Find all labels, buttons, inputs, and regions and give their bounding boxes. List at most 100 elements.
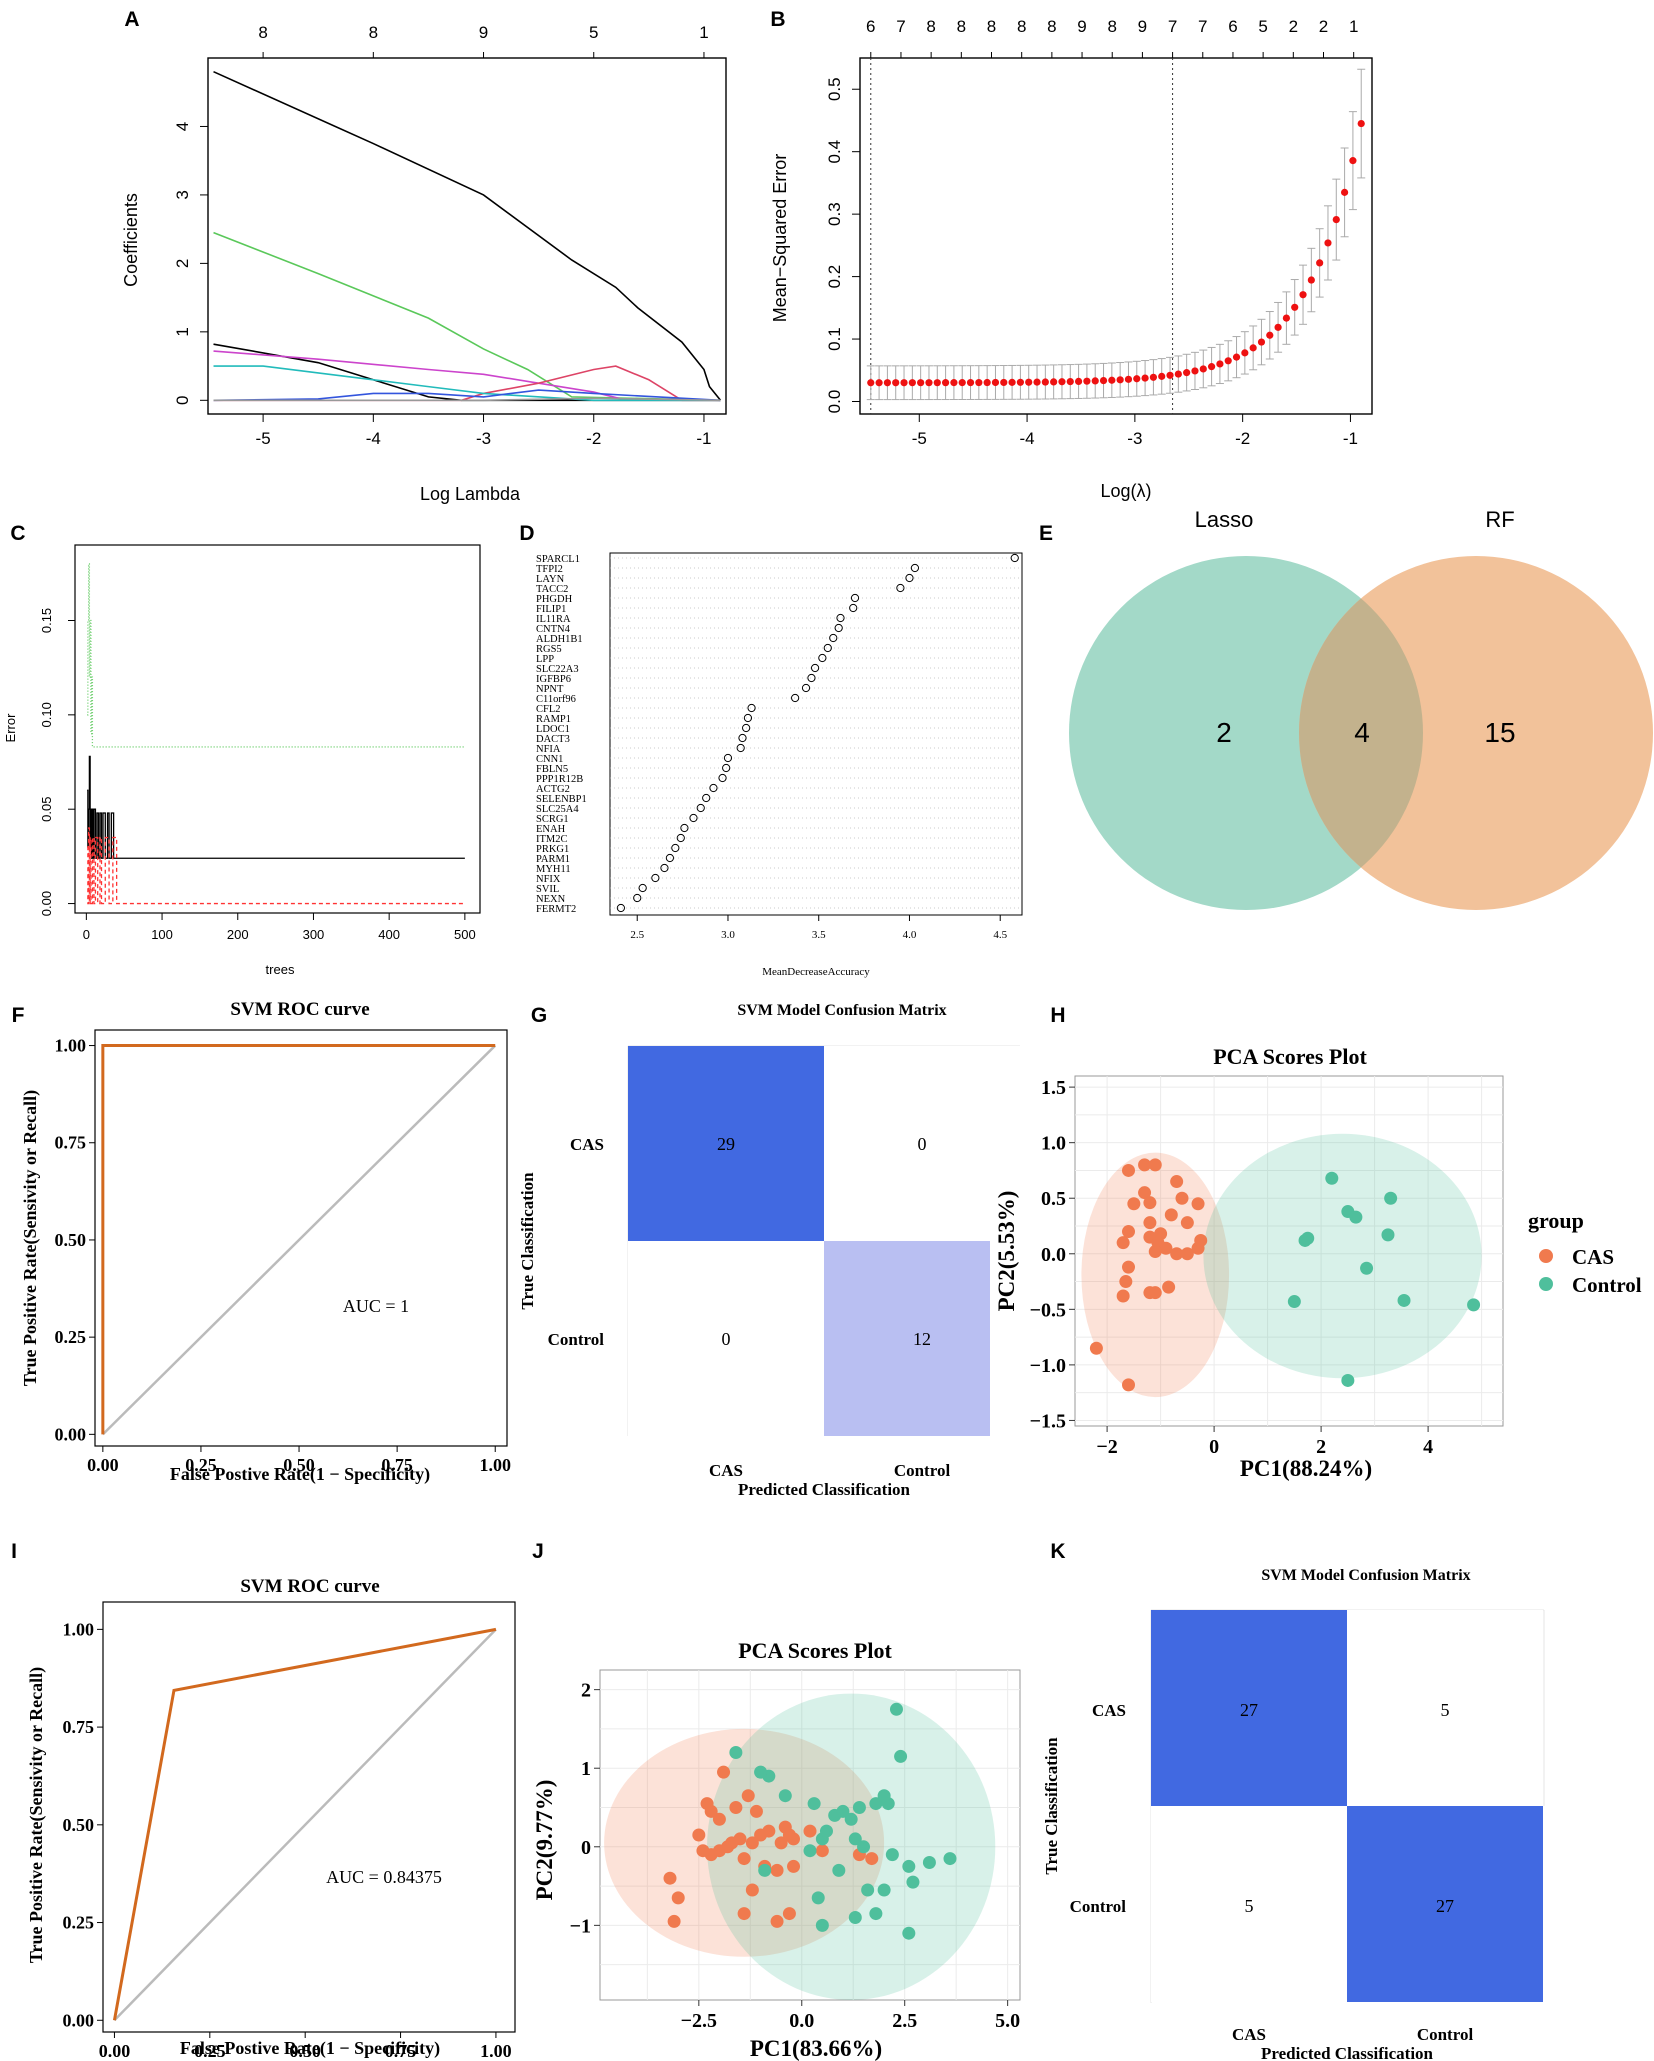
mse-point — [1033, 378, 1041, 386]
mse-point — [1108, 376, 1116, 384]
mse-point — [975, 378, 983, 387]
top-tick-label-b: 7 — [1168, 17, 1177, 36]
x-tick-label-c: 200 — [227, 927, 249, 942]
mse-point — [958, 379, 966, 387]
gene-label: FBLN5 — [536, 764, 568, 775]
pca-point-control — [844, 1812, 858, 1826]
pca-point-cas — [1122, 1260, 1135, 1274]
y-tick-label-b: 0.1 — [825, 327, 844, 351]
panel-letter-i: I — [11, 1540, 17, 1563]
mse-point — [1324, 239, 1332, 247]
mse-point — [1241, 349, 1249, 357]
plot-frame-c — [74, 544, 481, 914]
panel-letter-k: K — [1050, 1540, 1065, 1563]
legend-title-h: group — [1528, 1208, 1584, 1233]
y-tick-label-f: 0.75 — [55, 1133, 87, 1153]
panel-letter-f: F — [12, 1004, 25, 1027]
gene-label: SLC22A3 — [536, 664, 579, 675]
x-tick-label-i: 0.50 — [289, 2041, 321, 2061]
pca-point-cas — [1170, 1247, 1184, 1261]
gene-label: CNN1 — [536, 754, 563, 765]
pca-point-control — [894, 1749, 908, 1763]
pca-point-cas — [1143, 1196, 1157, 1210]
mse-point — [1332, 215, 1340, 224]
top-tick-label-a: 5 — [589, 23, 598, 42]
y-tick-label-i: 1.00 — [63, 1619, 95, 1639]
y-tick-label-a: 1 — [173, 327, 192, 336]
cm-value-g-1-1: 12 — [913, 1329, 931, 1349]
pca-point-cas — [1148, 1245, 1162, 1259]
mse-point — [1191, 367, 1199, 375]
pca-point-control — [807, 1797, 821, 1811]
pca-point-cas — [865, 1852, 879, 1866]
col-label-g-control: Control — [894, 1461, 951, 1480]
pca-point-cas — [1143, 1216, 1157, 1230]
chart-title-h: PCA Scores Plot — [1213, 1044, 1367, 1069]
x-tick-label-h: 0 — [1209, 1436, 1219, 1458]
pca-point-cas — [1180, 1247, 1194, 1261]
pca-point-control — [811, 1891, 825, 1905]
x-tick-label-j: 5.0 — [995, 2010, 1020, 2032]
pca-point-cas — [1159, 1241, 1173, 1255]
pca-point-cas — [1175, 1191, 1189, 1205]
a-marks: -5 -4 -3 -2 -1 0 1 2 3 4 8 8 9 5 1 — [173, 23, 722, 448]
pca-point-cas — [663, 1871, 677, 1885]
gene-label: LAYN — [536, 574, 565, 585]
x-tick-label-h: −2 — [1096, 1436, 1117, 1458]
x-axis-label-j: PC1(83.66%) — [750, 2036, 882, 2061]
pca-point-cas — [712, 1812, 726, 1826]
gene-label: PARM1 — [536, 854, 570, 865]
pca-point-control — [729, 1746, 743, 1759]
pca-point-control — [803, 1844, 817, 1858]
mse-point — [1099, 376, 1108, 385]
pca-point-control — [877, 1883, 891, 1897]
b-marks: -5 -4 -3 -2 -1 0.0 0.1 0.2 0.3 0.4 0.5 6 7 8 8 8 8 8 9 8 9 7 7… — [825, 17, 1366, 448]
y-tick-label-i: 0.50 — [63, 1815, 95, 1835]
auc-label-f: AUC = 1 — [343, 1296, 409, 1316]
mse-point — [867, 379, 875, 387]
gene-label: SVIL — [536, 884, 559, 895]
x-axis-label-k: Predicted Classification — [1261, 2044, 1434, 2061]
importance-point — [738, 733, 747, 743]
mse-point — [1349, 157, 1357, 165]
x-tick-label-c: 500 — [454, 927, 476, 942]
venn-intersection — [1299, 556, 1423, 910]
importance-point — [680, 823, 689, 833]
top-tick-label-a: 1 — [699, 23, 708, 42]
mse-point — [908, 379, 916, 387]
col-label-k-control: Control — [1417, 2025, 1474, 2044]
coef-path-gene2 — [213, 231, 721, 402]
x-tick-label-c: 0 — [83, 927, 90, 942]
pca-point-cas — [749, 1804, 763, 1818]
panel-letter-a: A — [124, 8, 139, 31]
x-tick-label-d: 3.0 — [721, 929, 735, 941]
x-axis-label-i: False Postive Rate(1 − Specificity) — [180, 2038, 440, 2059]
row-label-k-control: Control — [1070, 1897, 1127, 1916]
mse-point — [1008, 378, 1016, 386]
pca-point-control — [754, 1765, 768, 1779]
pca-point-control — [1467, 1298, 1481, 1312]
plot-frame-i — [102, 1601, 516, 2033]
mse-point — [1282, 314, 1291, 322]
gene-label: RGS5 — [536, 644, 562, 655]
importance-point — [723, 753, 733, 763]
pca-point-control — [877, 1789, 891, 1803]
y-tick-label-b: 0.0 — [825, 390, 844, 414]
pca-point-control — [902, 1926, 916, 1940]
mse-point — [1299, 291, 1307, 299]
panel-letter-b: B — [770, 8, 785, 31]
y-tick-label-a: 2 — [173, 259, 192, 268]
y-tick-label-f: 1.00 — [55, 1036, 87, 1056]
auc-label-i: AUC = 0.84375 — [326, 1867, 442, 1887]
importance-point — [1010, 553, 1019, 563]
x-tick-label-i: 0.00 — [99, 2041, 131, 2061]
pca-point-cas — [787, 1832, 801, 1846]
cm-cell-k-1-0 — [1151, 1806, 1347, 2002]
gene-label: NFIX — [536, 874, 561, 885]
mse-point — [1074, 377, 1083, 386]
top-tick-label-b: 9 — [1138, 17, 1147, 36]
pca-point-cas — [1116, 1236, 1130, 1250]
y-tick-label-j: 0 — [581, 1837, 591, 1859]
x-axis-label-d: MeanDecreaseAccuracy — [762, 966, 870, 978]
